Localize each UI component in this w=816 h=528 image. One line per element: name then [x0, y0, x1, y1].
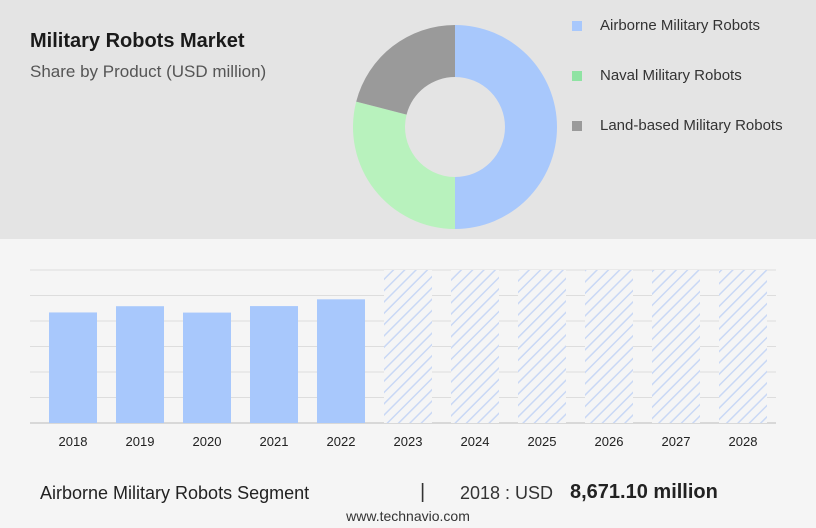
x-tick-label-2023: 2023: [394, 434, 423, 449]
bar-2021: [250, 306, 298, 423]
x-tick-label-2027: 2027: [662, 434, 691, 449]
x-tick-label-2024: 2024: [461, 434, 490, 449]
forecast-bar-2027: [652, 270, 700, 423]
bar-2018: [49, 312, 97, 423]
x-tick-label-2022: 2022: [327, 434, 356, 449]
legend-label-land: Land-based Military Robots: [600, 117, 783, 134]
chart-subtitle: Share by Product (USD million): [30, 62, 267, 81]
x-tick-label-2026: 2026: [595, 434, 624, 449]
donut-chart: [353, 25, 557, 229]
source-url: www.technavio.com: [346, 508, 470, 524]
summary-panel: Military Robots Market Share by Product …: [0, 0, 816, 239]
chart-title: Military Robots Market: [30, 30, 245, 52]
footer-divider: |: [420, 481, 426, 503]
bar-2019: [116, 306, 164, 423]
legend-label-naval: Naval Military Robots: [600, 67, 742, 84]
x-tick-label-2025: 2025: [528, 434, 557, 449]
forecast-bar-2024: [451, 270, 499, 423]
x-tick-label-2028: 2028: [729, 434, 758, 449]
legend-label-airborne: Airborne Military Robots: [600, 17, 761, 34]
forecast-bar-2026: [585, 270, 633, 423]
x-tick-label-2021: 2021: [260, 434, 289, 449]
bar-2022: [317, 299, 365, 423]
x-tick-label-2019: 2019: [126, 434, 155, 449]
x-tick-label-2020: 2020: [193, 434, 222, 449]
footer-value: 8,671.10 million: [570, 481, 718, 503]
footer-year-label: 2018 : USD: [460, 483, 554, 503]
bar-chart: 2018 2019 2020 2021 2022 2023 2024 2025 2026 2027…: [30, 269, 776, 449]
donut-slice-naval: [353, 101, 455, 229]
legend-swatch-naval: [572, 71, 582, 81]
x-tick-label-2018: 2018: [59, 434, 88, 449]
legend-swatch-land: [572, 121, 582, 131]
forecast-bar-2025: [518, 270, 566, 423]
forecast-bar-2028: [719, 270, 767, 423]
donut-slice-airborne: [455, 25, 557, 229]
donut-slice-land: [356, 25, 455, 115]
legend-swatch-airborne: [572, 21, 582, 31]
bar-2020: [183, 312, 231, 423]
footer-segment-label: Airborne Military Robots Segment: [40, 483, 310, 503]
forecast-bar-2023: [384, 270, 432, 423]
